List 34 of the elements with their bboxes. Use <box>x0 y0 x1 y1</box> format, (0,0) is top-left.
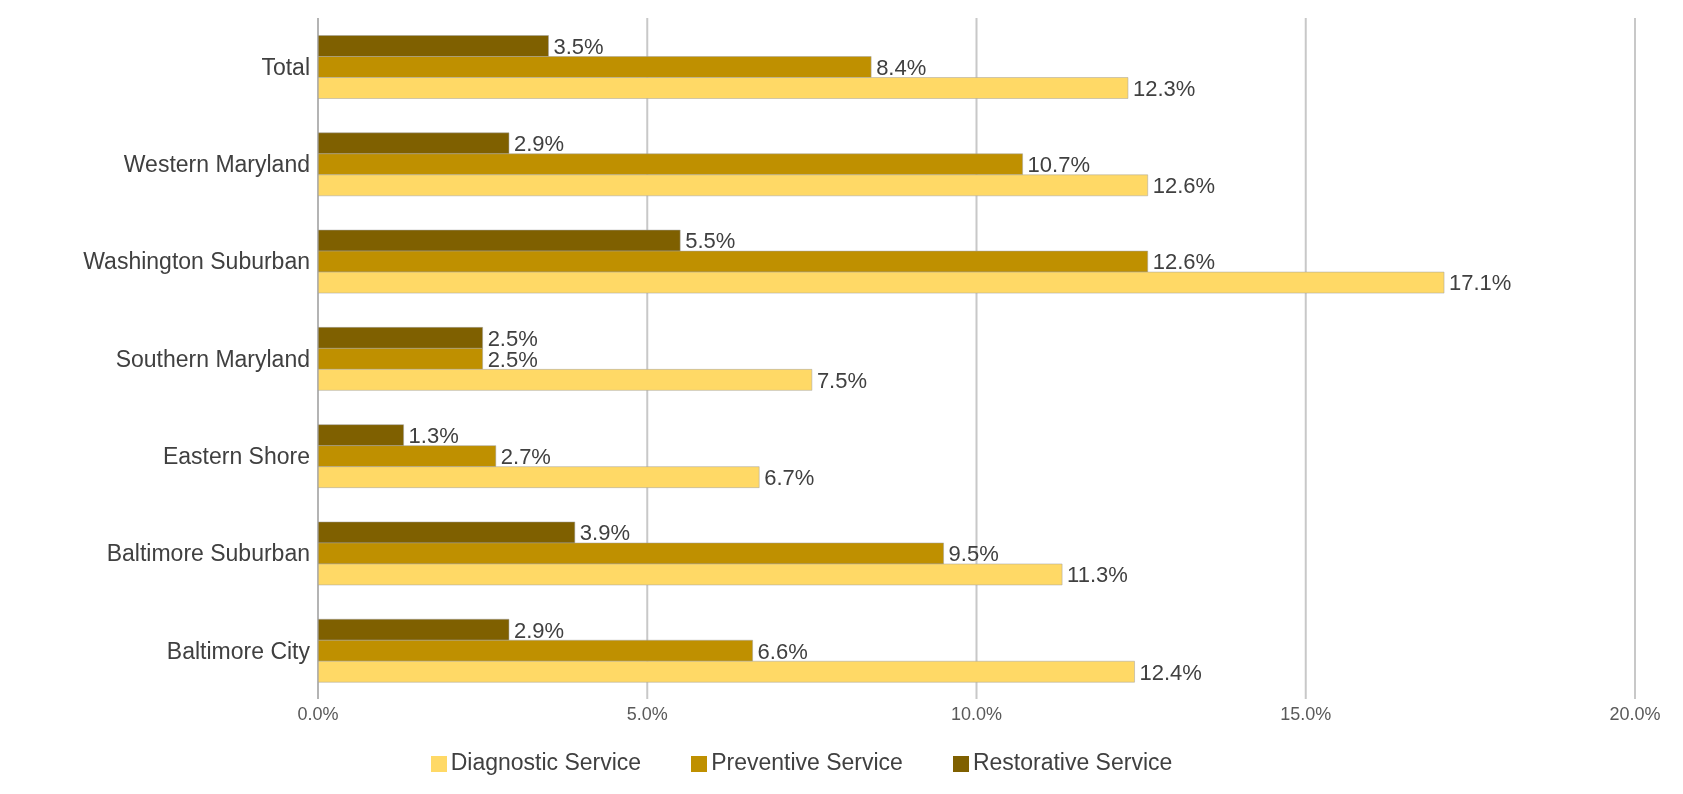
data-label: 12.6% <box>1152 173 1216 199</box>
x-tick-label: 0.0% <box>297 703 339 724</box>
data-label: 6.7% <box>764 464 815 490</box>
x-tick-label: 15.0% <box>1280 703 1332 724</box>
y-tick-label: Total <box>261 53 310 80</box>
legend-label: Diagnostic Service <box>450 749 642 775</box>
y-tick-label: Southern Maryland <box>115 345 310 372</box>
data-label: 12.3% <box>1132 75 1196 101</box>
data-label: 3.5% <box>553 33 604 59</box>
data-label: 12.4% <box>1139 659 1202 685</box>
data-label: 7.5% <box>816 367 868 393</box>
data-label: 1.3% <box>408 422 459 448</box>
data-label: 11.3% <box>1067 562 1128 588</box>
data-label: 8.4% <box>876 54 927 80</box>
data-label: 17.1% <box>1449 270 1512 296</box>
data-label: 9.5% <box>948 541 999 567</box>
y-tick-label: Western Maryland <box>123 151 310 178</box>
legend-label: Preventive Service <box>711 749 903 775</box>
data-label: 2.9% <box>513 617 565 643</box>
data-label: 12.6% <box>1152 249 1216 275</box>
y-tick-label: Baltimore Suburban <box>106 540 310 567</box>
y-tick-label: Washington Suburban <box>83 248 310 275</box>
data-label: 10.7% <box>1027 152 1090 178</box>
data-label: 6.6% <box>757 638 808 664</box>
legend-label: Restorative Service <box>972 749 1173 775</box>
x-tick-label: 10.0% <box>950 703 1003 724</box>
data-label: 2.9% <box>513 131 565 157</box>
x-tick-label: 20.0% <box>1609 703 1661 724</box>
data-label: 5.5% <box>685 228 736 254</box>
data-label: 3.9% <box>579 520 630 546</box>
y-tick-label: Baltimore City <box>166 637 311 664</box>
data-label: 2.7% <box>500 443 551 469</box>
x-tick-label: 5.0% <box>626 703 668 724</box>
y-tick-label: Eastern Shore <box>162 442 310 469</box>
